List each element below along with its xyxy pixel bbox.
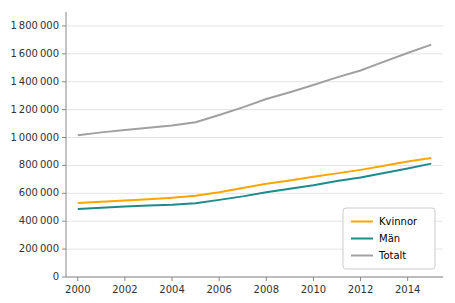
y-axis: 0 200 000 400 000 600 000 800 000 1 000 000 1 … <box>10 12 66 282</box>
y-tick-label: 400 000 <box>19 215 59 226</box>
x-tick <box>172 277 173 281</box>
legend-label: Män <box>379 233 400 244</box>
y-tick <box>62 165 66 166</box>
y-tick <box>62 81 66 82</box>
grid-line <box>66 53 443 54</box>
x-tick-label: 2002 <box>112 284 137 295</box>
x-tick-label: 2014 <box>395 284 420 295</box>
x-tick-label: 2006 <box>206 284 231 295</box>
y-tick-label: 0 <box>53 271 59 282</box>
y-tick <box>62 109 66 110</box>
y-tick-label: 800 000 <box>19 159 59 170</box>
x-tick <box>77 277 78 281</box>
y-tick-label: 1 000 000 <box>10 132 59 143</box>
legend-label: Totalt <box>378 250 406 261</box>
y-tick-label: 1 600 000 <box>10 48 59 59</box>
x-tick <box>313 277 314 281</box>
lines <box>78 45 431 209</box>
legend: Kvinnor Män Totalt <box>343 208 435 269</box>
y-tick <box>62 25 66 26</box>
grid-line <box>66 25 443 26</box>
y-tick-label: 200 000 <box>19 243 59 254</box>
line <box>78 45 431 136</box>
legend-swatch <box>351 221 373 223</box>
y-tick-label: 1 400 000 <box>10 76 59 87</box>
x-axis-line <box>66 277 443 278</box>
grid <box>66 26 443 277</box>
x-tick-label: 2012 <box>348 284 373 295</box>
legend-label: Kvinnor <box>379 216 418 227</box>
line <box>78 164 431 209</box>
y-tick-label: 1 800 000 <box>10 20 59 31</box>
grid-line <box>66 277 443 278</box>
x-tick <box>219 277 220 281</box>
y-tick <box>62 249 66 250</box>
x-axis: 2000 2002 2004 2006 2008 2010 2012 2014 <box>65 277 443 295</box>
y-tick <box>62 193 66 194</box>
y-tick <box>62 53 66 54</box>
x-tick-label: 2010 <box>301 284 326 295</box>
x-tick <box>360 277 361 281</box>
y-tick <box>62 277 66 278</box>
x-tick-label: 2000 <box>65 284 90 295</box>
y-tick-label: 600 000 <box>19 187 59 198</box>
grid-line <box>66 137 443 138</box>
y-tick-label: 1 200 000 <box>10 104 59 115</box>
x-tick <box>266 277 267 281</box>
legend-swatch <box>351 255 373 257</box>
line <box>78 158 431 203</box>
y-tick <box>62 221 66 222</box>
y-tick <box>62 137 66 138</box>
y-axis-line <box>66 12 67 277</box>
grid-line <box>66 81 443 82</box>
x-tick <box>407 277 408 281</box>
x-tick-label: 2008 <box>254 284 279 295</box>
x-tick <box>124 277 125 281</box>
grid-line <box>66 109 443 110</box>
legend-swatch <box>351 238 373 240</box>
chart: 0 200 000 400 000 600 000 800 000 1 000 000 1 … <box>0 0 455 303</box>
x-tick-label: 2004 <box>159 284 184 295</box>
legend-box <box>343 208 435 269</box>
